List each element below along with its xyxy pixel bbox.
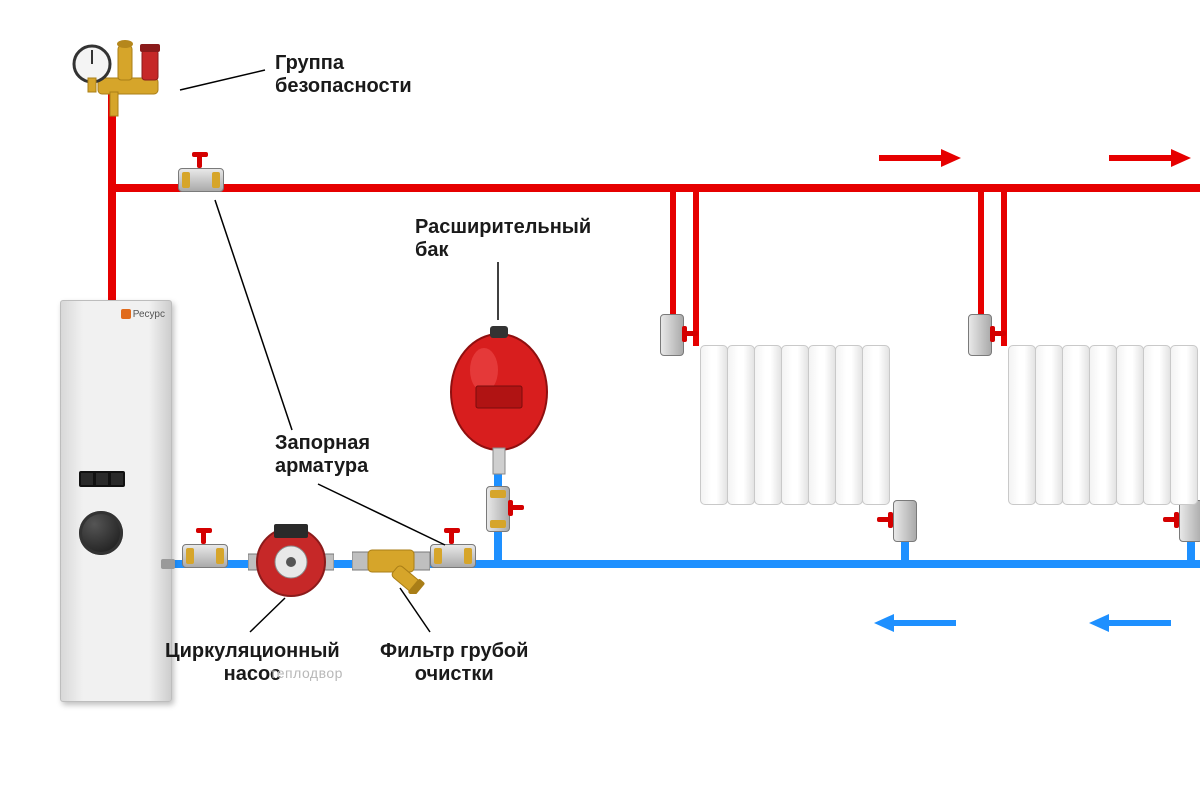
label-shutoff-valves: Запорная арматура	[275, 432, 370, 478]
watermark-text: теплодвор	[270, 665, 343, 681]
label-filter: Фильтр грубой очистки	[380, 640, 528, 686]
heating-diagram: Ресурс	[0, 0, 1200, 800]
label-safety-group: Группа безопасности	[275, 52, 412, 98]
label-expansion-tank: Расширительный бак	[415, 216, 591, 262]
